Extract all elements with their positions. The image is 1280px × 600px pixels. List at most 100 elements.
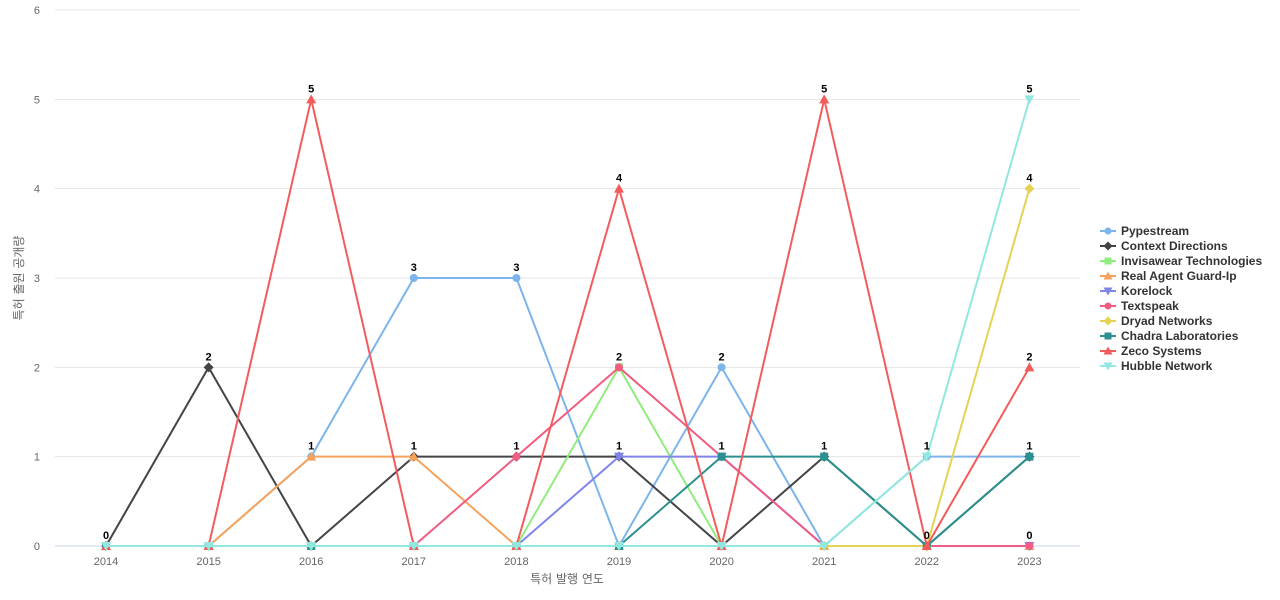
data-label: 2 — [206, 351, 212, 363]
legend-marker — [1103, 287, 1113, 296]
legend-item-hubble-network[interactable]: Hubble Network — [1100, 359, 1213, 373]
y-tick-label: 0 — [34, 541, 40, 553]
legend-label: Zeco Systems — [1121, 344, 1202, 358]
x-tick-label: 2021 — [812, 556, 836, 568]
data-point — [921, 452, 932, 462]
data-label: 3 — [513, 262, 519, 274]
legend-marker — [1104, 227, 1112, 235]
data-point — [408, 542, 419, 551]
legend-label: Dryad Networks — [1121, 314, 1213, 328]
data-label: 5 — [821, 83, 827, 95]
legend-label: Textspeak — [1121, 299, 1179, 313]
series-hubble-network — [101, 95, 1035, 551]
data-point — [408, 451, 419, 461]
grid-lines — [55, 9, 1080, 458]
y-axis-tick-labels: 0 1 2 3 4 5 6 — [34, 5, 40, 553]
legend-item-real-agent-guard-ip[interactable]: Real Agent Guard-Ip — [1100, 269, 1237, 283]
legend-marker — [1104, 302, 1112, 310]
series-zeco-systems — [101, 94, 1035, 550]
data-label: 3 — [411, 262, 417, 274]
data-label: 4 — [616, 173, 623, 185]
data-labels: 0 2 5 3 3 4 2 5 1 5 1 1 1 2 1 1 1 0 4 2 1 0 — [103, 83, 1033, 542]
data-point — [512, 274, 521, 282]
data-label: 5 — [1026, 83, 1032, 95]
data-point — [409, 274, 418, 282]
legend-item-korelock[interactable]: Korelock — [1100, 284, 1173, 298]
legend-marker — [1103, 271, 1113, 280]
data-label: 1 — [513, 441, 519, 453]
data-label: 0 — [103, 530, 109, 542]
data-point — [921, 541, 932, 550]
y-tick-label: 5 — [34, 94, 40, 106]
legend-label: Real Agent Guard-Ip — [1121, 269, 1237, 283]
data-point — [820, 452, 829, 461]
data-point — [512, 452, 521, 461]
x-tick-label: 2018 — [504, 556, 528, 568]
data-label: 2 — [616, 351, 622, 363]
x-axis-tick-labels: 2014 2015 2016 2017 2018 2019 2020 2021 2022 2023 — [94, 556, 1042, 568]
legend-item-dryad-networks[interactable]: Dryad Networks — [1100, 314, 1213, 328]
x-tick-label: 2020 — [709, 556, 733, 568]
legend-marker — [1103, 346, 1113, 355]
legend-item-context-directions[interactable]: Context Directions — [1100, 239, 1228, 253]
legend-item-textspeak[interactable]: Textspeak — [1100, 299, 1179, 313]
legend-label: Context Directions — [1121, 239, 1228, 253]
legend-item-pypestream[interactable]: Pypestream — [1100, 224, 1189, 238]
legend-marker — [1103, 362, 1113, 371]
data-point — [101, 542, 111, 551]
data-point — [717, 452, 726, 461]
legend-label: Pypestream — [1121, 224, 1189, 238]
y-tick-label: 6 — [34, 5, 40, 17]
data-point — [203, 542, 214, 551]
legend-label: Invisawear Technologies — [1121, 254, 1262, 268]
data-point — [1024, 183, 1035, 194]
data-point — [614, 452, 624, 462]
legend-marker — [1103, 241, 1113, 251]
x-tick-label: 2014 — [94, 556, 118, 568]
data-label: 4 — [1026, 173, 1033, 185]
data-point — [1025, 542, 1034, 550]
x-tick-label: 2016 — [299, 556, 323, 568]
legend-label: Korelock — [1121, 284, 1173, 298]
data-label: 1 — [924, 441, 930, 453]
y-tick-label: 3 — [34, 273, 40, 285]
legend-item-zeco-systems[interactable]: Zeco Systems — [1100, 344, 1202, 358]
legend-label: Hubble Network — [1121, 359, 1213, 373]
series-korelock — [101, 452, 1035, 551]
y-axis-title: 특허 출원 공개량 — [12, 236, 26, 321]
data-point — [819, 94, 830, 104]
y-tick-label: 1 — [34, 452, 40, 464]
data-point — [819, 542, 830, 551]
y-tick-label: 4 — [34, 184, 40, 196]
data-label: 1 — [308, 441, 314, 453]
data-label: 2 — [719, 351, 725, 363]
data-label: 0 — [1026, 530, 1032, 542]
data-label: 5 — [308, 83, 314, 95]
data-point — [614, 542, 624, 551]
series-lines — [101, 94, 1035, 551]
data-label: 1 — [719, 441, 725, 453]
data-point — [306, 451, 317, 461]
data-point — [716, 542, 727, 551]
data-point — [511, 542, 522, 551]
legend-item-invisawear-technologies[interactable]: Invisawear Technologies — [1100, 254, 1262, 268]
x-tick-label: 2015 — [196, 556, 220, 568]
data-point — [203, 362, 214, 373]
legend-marker — [1103, 316, 1113, 326]
series-line-hubble-network — [106, 99, 1031, 547]
data-label: 1 — [411, 441, 417, 453]
legend-marker — [1104, 257, 1112, 265]
legend-item-chadra-laboratories[interactable]: Chadra Laboratories — [1100, 329, 1239, 343]
data-point — [717, 363, 726, 372]
data-point — [1024, 362, 1035, 372]
data-point — [1025, 452, 1034, 461]
legend-marker — [1104, 332, 1112, 340]
data-label: 2 — [1026, 351, 1032, 363]
data-point — [1024, 95, 1035, 105]
legend-label: Chadra Laboratories — [1121, 329, 1239, 343]
data-label: 1 — [1026, 441, 1032, 453]
x-tick-label: 2019 — [607, 556, 631, 568]
y-tick-label: 2 — [34, 362, 40, 374]
